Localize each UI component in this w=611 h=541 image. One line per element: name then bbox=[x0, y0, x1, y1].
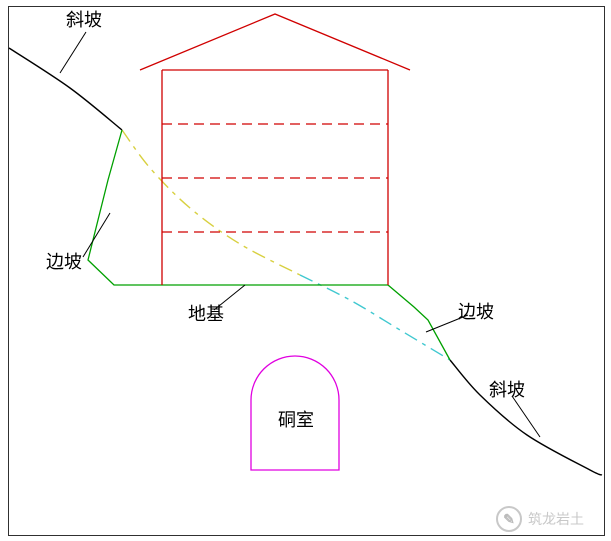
watermark-icon: ✎ bbox=[496, 506, 522, 532]
label-leaders bbox=[60, 32, 540, 437]
label-slope-top: 斜坡 bbox=[66, 6, 102, 32]
slope-cuts bbox=[88, 130, 450, 360]
label-slope-bottom: 斜坡 bbox=[489, 376, 525, 402]
label-side-right: 边坡 bbox=[458, 298, 494, 324]
label-chamber: 硐室 bbox=[278, 406, 314, 432]
label-foundation: 地基 bbox=[188, 300, 224, 326]
building bbox=[140, 14, 410, 285]
label-side-left: 边坡 bbox=[46, 248, 82, 274]
watermark: ✎ 筑龙岩土 bbox=[496, 506, 584, 532]
watermark-text: 筑龙岩土 bbox=[528, 509, 584, 529]
diagram-svg bbox=[0, 0, 611, 541]
failure-curve bbox=[122, 130, 450, 360]
diagram-canvas: 斜坡 斜坡 边坡 边坡 地基 硐室 ✎ 筑龙岩土 bbox=[0, 0, 611, 541]
